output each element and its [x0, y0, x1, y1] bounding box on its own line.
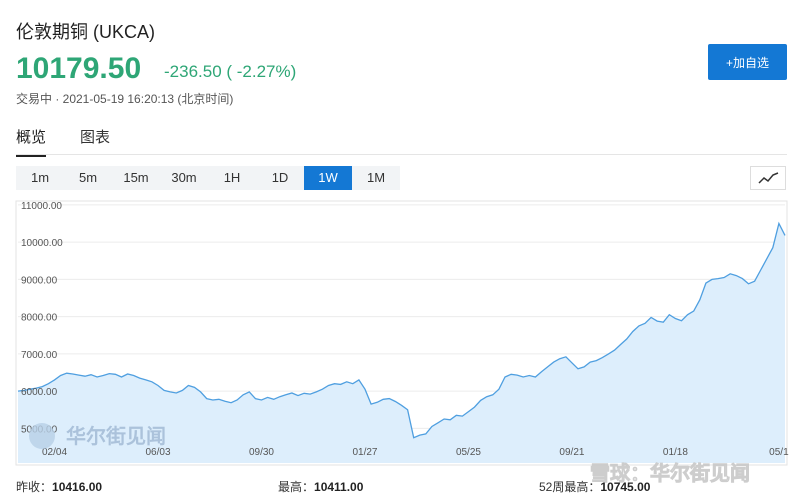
add-watchlist-button[interactable]: +加自选 — [708, 44, 787, 80]
price: 10179.50 — [16, 52, 142, 85]
status: 交易中 · 2021-05-19 16:20:13 (北京时间) — [16, 92, 234, 106]
y-tick-label: 8000.00 — [21, 313, 58, 324]
x-tick-label: 06/03 — [145, 447, 170, 458]
interval-button[interactable]: 1M — [366, 170, 386, 185]
line — [17, 221, 786, 439]
stat-value: 10745.00 — [600, 480, 651, 494]
tab[interactable]: 图表 — [80, 129, 111, 146]
x-tick-label: 09/21 — [559, 447, 584, 458]
stat: 最高：10411.00 — [278, 478, 363, 495]
interval-button[interactable]: 1H — [223, 170, 241, 185]
x-tick-label: 05/25 — [456, 447, 481, 458]
plot-border — [15, 200, 788, 466]
y-tick-label: 11000.00 — [21, 201, 62, 212]
interval-button[interactable]: 30m — [171, 170, 197, 185]
tab[interactable]: 概览 — [16, 126, 47, 157]
tabs: 概览 图表 — [16, 126, 110, 157]
price-change: -236.50 ( -2.27%) — [164, 62, 297, 81]
stat-value: 10411.00 — [314, 480, 364, 494]
x-tick-label: 02/04 — [42, 447, 67, 458]
chart-type-button[interactable] — [750, 166, 786, 190]
interval-button[interactable]: 1W — [304, 166, 352, 190]
watermark: 雪球：华尔街见闻 — [590, 461, 750, 485]
watermark: 华尔街见闻 — [66, 424, 166, 448]
stat-label: 52周最高： — [539, 480, 601, 494]
divider — [16, 154, 787, 155]
interval-button[interactable]: 1D — [271, 170, 289, 185]
interval-button[interactable]: 1m — [30, 170, 50, 185]
stat-label: 最高： — [278, 480, 315, 494]
x-tick-label: 05/1 — [769, 447, 789, 458]
area — [18, 223, 785, 463]
x-tick-label: 01/18 — [663, 447, 688, 458]
watermark-logo — [29, 423, 55, 449]
y-tick-label: 10000.00 — [21, 238, 63, 249]
chart-type-icon — [758, 172, 779, 184]
x-tick-label: 09/30 — [249, 447, 274, 458]
x-tick-label: 01/27 — [352, 447, 377, 458]
stat-label: 昨收： — [16, 480, 53, 494]
y-tick-label: 7000.00 — [21, 350, 58, 361]
y-tick-label: 9000.00 — [21, 275, 58, 286]
stat: 昨收：10416.00 — [16, 478, 102, 495]
title: 伦敦期铜 (UKCA) — [16, 22, 155, 42]
y-tick-label: 6000.00 — [21, 387, 58, 398]
interval-button[interactable]: 5m — [78, 170, 98, 185]
stat: 52周最高：10745.00 — [539, 478, 650, 495]
stat-value: 10416.00 — [52, 480, 103, 494]
interval-button[interactable]: 15m — [123, 170, 149, 185]
interval-selector: 1m 5m 15m 30m 1H 1D 1W 1M — [16, 166, 400, 190]
